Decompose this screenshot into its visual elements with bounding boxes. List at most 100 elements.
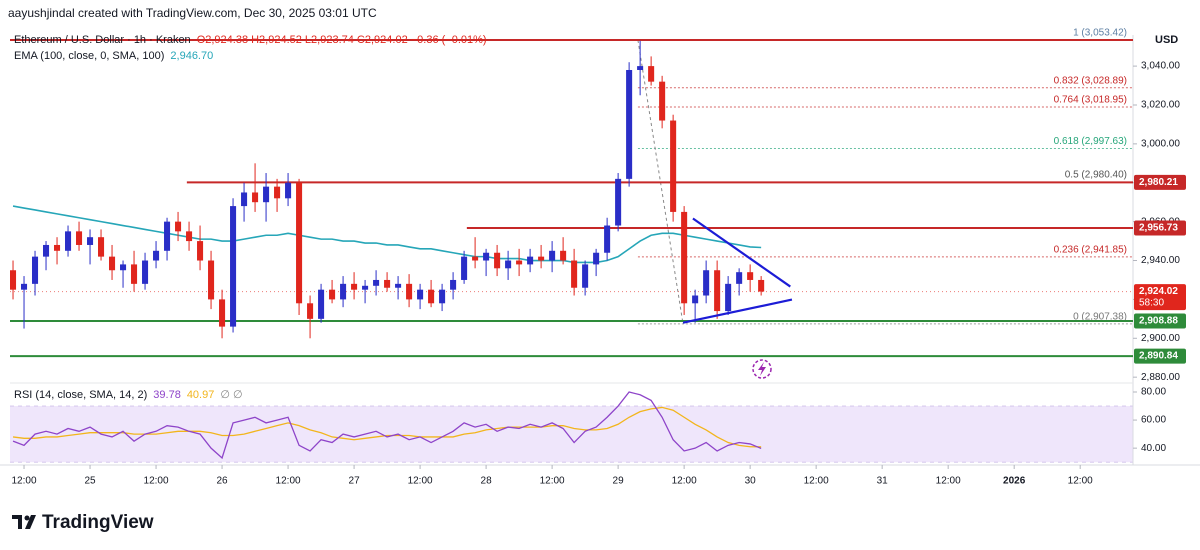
candle-body [549,250,556,261]
candle-body [461,256,468,280]
candle-body [406,283,413,300]
x-tick-label: 12:00 [936,476,961,487]
y-tick-label: 3,020.00 [1141,100,1180,111]
candle-body [318,289,325,319]
candle-body [197,241,204,261]
candle-body [736,272,743,284]
y-tick-label: 60.00 [1141,415,1166,426]
candle-body [351,283,358,290]
candle-body [164,221,171,251]
candle-body [230,206,237,327]
candle-body [43,244,50,257]
candle-body [285,182,292,199]
price-label: 2,924.02 [1139,286,1178,297]
rsi-ma-value: 40.97 [187,389,215,401]
price-label: 2,956.73 [1139,223,1178,234]
candle-body [175,221,182,232]
y-tick-label: 3,040.00 [1141,61,1180,72]
rsi-legend: RSI (14, close, SMA, 14, 2) 39.78 40.97 ∅ ∅ [14,389,243,401]
candle-body [593,252,600,265]
x-tick-label: 12:00 [12,476,37,487]
rsi-ma-line [12,406,762,448]
candle-body [307,303,314,319]
x-tick-label: 12:00 [144,476,169,487]
candle-body [494,252,501,269]
countdown-label: 58:30 [1139,298,1164,309]
candle-body [538,256,545,261]
candle-body [527,256,534,265]
trendline [682,298,793,324]
candle-body [637,66,644,70]
attribution: aayushjindal created with TradingView.co… [8,6,377,20]
alert-icon[interactable] [752,359,772,379]
candle-body [142,260,149,284]
currency-label: USD [1155,34,1178,46]
candle-body [758,279,765,292]
price-label: 2,980.21 [1139,177,1178,188]
candle-body [472,256,479,261]
candle-body [274,186,281,199]
y-tick-label: 2,880.00 [1141,372,1180,383]
fib-label: 1 (3,053.42) [1073,28,1127,39]
x-tick-label: 26 [216,476,228,487]
rsi-extra: ∅ ∅ [220,389,242,401]
price-label-box [1134,313,1186,329]
legend: Ethereum / U.S. Dollar · 1h · Kraken O2,9… [14,34,487,46]
candle-body [747,272,754,280]
ema-value: 2,946.70 [170,50,213,62]
trendline [692,217,791,288]
y-tick-label: 80.00 [1141,387,1166,398]
candle-body [626,69,633,179]
price-label-box [1134,220,1186,236]
candle-body [681,211,688,304]
candle-body [263,186,270,203]
candle-body [131,264,138,284]
y-tick-label: 2,900.00 [1141,333,1180,344]
candle-body [362,285,369,290]
candle-body [120,264,127,271]
rsi-title: RSI (14, close, SMA, 14, 2) [14,389,147,401]
x-tick-label: 28 [481,476,493,487]
candle-body [670,120,677,212]
x-tick-label: 12:00 [804,476,829,487]
logo-text: TradingView [42,512,154,533]
candle-body [725,283,732,312]
candle-body [571,260,578,288]
candle-body [241,192,248,207]
candle-body [692,295,699,304]
y-tick-label: 2,940.00 [1141,255,1180,266]
candle-body [65,231,72,251]
candle-body [340,283,347,300]
ema-name: EMA (100, close, 0, SMA, 100) [14,50,164,62]
candle-body [296,182,303,304]
candle-body [153,250,160,261]
y-tick-label: 40.00 [1141,443,1166,454]
candle-body [32,256,39,284]
candle-body [186,231,193,242]
candle-body [703,270,710,296]
candle-body [87,237,94,245]
candle-body [219,299,226,327]
x-tick-label: 12:00 [1068,476,1093,487]
candle-body [329,289,336,300]
candle-body [516,260,523,265]
price-label-box [1134,348,1186,364]
x-tick-label: 30 [745,476,757,487]
x-tick-label: 12:00 [540,476,565,487]
candle-body [384,279,391,288]
ohlc: O2,924.38 H2,924.52 L2,923.74 C2,924.02 … [197,34,487,46]
candle-body [648,66,655,82]
candle-body [560,250,567,261]
rsi-value: 39.78 [153,389,181,401]
candle-body [659,81,666,121]
candle-body [208,260,215,300]
candle-body [417,289,424,300]
candle-body [252,192,259,203]
x-tick-label: 2026 [1003,476,1026,487]
indicator-legend: EMA (100, close, 0, SMA, 100) 2,946.70 [14,50,213,62]
candle-body [604,225,611,253]
price-label-box [1134,174,1186,190]
candle-body [439,289,446,304]
